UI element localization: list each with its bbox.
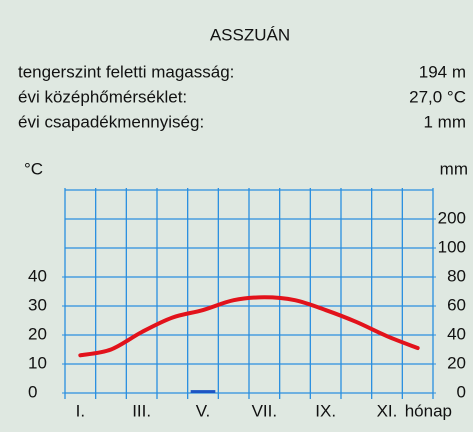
info-value: 1 mm [424, 112, 467, 131]
title: ASSZUÁN [210, 25, 290, 44]
y2-axis-label: mm [440, 159, 468, 178]
x-tick-label: I. [76, 401, 85, 420]
y-tick-label: 40 [28, 266, 47, 285]
precipitation-bar [190, 390, 216, 393]
x-tick-label: XI. [377, 401, 398, 420]
info-label: évi csapadékmennyiség: [18, 112, 204, 131]
y-tick-label: 20 [28, 324, 47, 343]
info-label: tengerszint feletti magasság: [18, 62, 234, 81]
info-label: évi középhőmérséklet: [18, 87, 187, 106]
y2-tick-label: 80 [447, 266, 466, 285]
x-tick-label: IX. [315, 401, 336, 420]
y-tick-label: 30 [28, 295, 47, 314]
y2-tick-label: 60 [447, 295, 466, 314]
y2-tick-label: 20 [447, 353, 466, 372]
x-axis-label: hónap [405, 401, 452, 420]
x-tick-label: III. [132, 401, 151, 420]
y2-tick-label: 40 [447, 324, 466, 343]
y2-tick-label: 100 [438, 237, 466, 256]
y-tick-label: 0 [28, 382, 37, 401]
temperature-line [78, 295, 420, 358]
y2-tick-label: 0 [457, 382, 466, 401]
x-tick-label: VII. [252, 401, 278, 420]
y2-tick-label: 200 [438, 208, 466, 227]
y-axis-label: °C [24, 159, 43, 178]
x-tick-label: V. [196, 401, 211, 420]
y-tick-label: 10 [28, 353, 47, 372]
info-value: 194 m [419, 62, 466, 81]
info-value: 27,0 °C [409, 87, 466, 106]
